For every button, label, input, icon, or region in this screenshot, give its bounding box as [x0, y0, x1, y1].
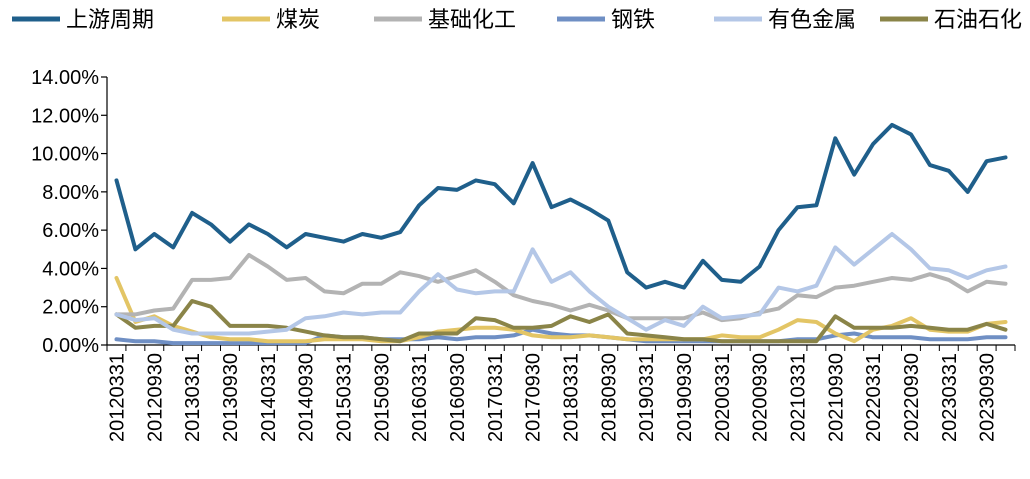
series-line	[114, 299, 1008, 344]
x-tick-label: 20210331	[787, 353, 809, 442]
x-tick-label: 20120331	[106, 353, 128, 442]
x-tick-label: 20130331	[182, 353, 204, 442]
legend-item: 基础化工	[374, 8, 516, 33]
x-tick-label: 20140930	[296, 353, 318, 442]
legend-label: 基础化工	[428, 8, 516, 33]
y-tick-label: 8.00%	[42, 182, 99, 204]
plot-area	[114, 122, 1008, 346]
y-tick-label: 2.00%	[42, 297, 99, 319]
x-tick-label: 20150331	[333, 353, 355, 442]
x-tick-label: 20230331	[939, 353, 961, 442]
legend: 上游周期 煤炭 基础化工 钢铁 有色金属 石油石化	[12, 8, 1022, 33]
legend-item: 钢铁	[557, 8, 655, 33]
x-tick-label: 20190331	[636, 353, 658, 442]
series-line	[114, 327, 1008, 346]
legend-item: 煤炭	[222, 8, 320, 33]
x-tick-label: 20180331	[560, 353, 582, 442]
x-tick-label: 20140331	[258, 353, 280, 442]
series-line	[114, 122, 1008, 290]
legend-label: 有色金属	[768, 8, 856, 33]
x-tick-label: 20230930	[977, 353, 999, 442]
x-tick-label: 20170331	[485, 353, 507, 442]
legend-label: 钢铁	[611, 8, 655, 33]
legend-label: 煤炭	[276, 8, 320, 33]
series-line	[114, 276, 1008, 344]
legend-label: 上游周期	[66, 8, 154, 33]
x-tick-label: 20210930	[825, 353, 847, 442]
x-tick-label: 20160331	[409, 353, 431, 442]
x-tick-label: 20200331	[712, 353, 734, 442]
x-tick-label: 20160930	[447, 353, 469, 442]
y-tick-label: 4.00%	[42, 258, 99, 280]
legend-item: 石油石化	[880, 8, 1022, 33]
x-tick-label: 20130930	[220, 353, 242, 442]
x-tick-label: 20200930	[750, 353, 772, 442]
x-tick-label: 20190930	[674, 353, 696, 442]
y-tick-label: 6.00%	[42, 220, 99, 242]
y-tick-label: 10.00%	[31, 144, 99, 166]
x-tick-label: 20150930	[371, 353, 393, 442]
series-line	[114, 253, 1008, 323]
x-axis: 20120331 20120930 20130331 20130930 20140331…	[106, 344, 1016, 442]
y-axis: 0.00% 2.00% 4.00% 6.00% 8.00% 10.00% 12.00% 14.…	[31, 67, 108, 357]
legend-item: 上游周期	[12, 8, 154, 33]
x-tick-label: 20180930	[598, 353, 620, 442]
x-tick-label: 20170930	[523, 353, 545, 442]
legend-label: 石油石化	[934, 8, 1022, 33]
x-tick-label: 20220930	[901, 353, 923, 442]
y-tick-label: 12.00%	[31, 105, 99, 127]
x-tick-label: 20120930	[144, 353, 166, 442]
x-tick-label: 20220331	[863, 353, 885, 442]
y-tick-label: 0.00%	[42, 335, 99, 357]
series-line	[114, 232, 1008, 336]
legend-item: 有色金属	[714, 8, 856, 33]
y-tick-label: 14.00%	[31, 67, 99, 89]
